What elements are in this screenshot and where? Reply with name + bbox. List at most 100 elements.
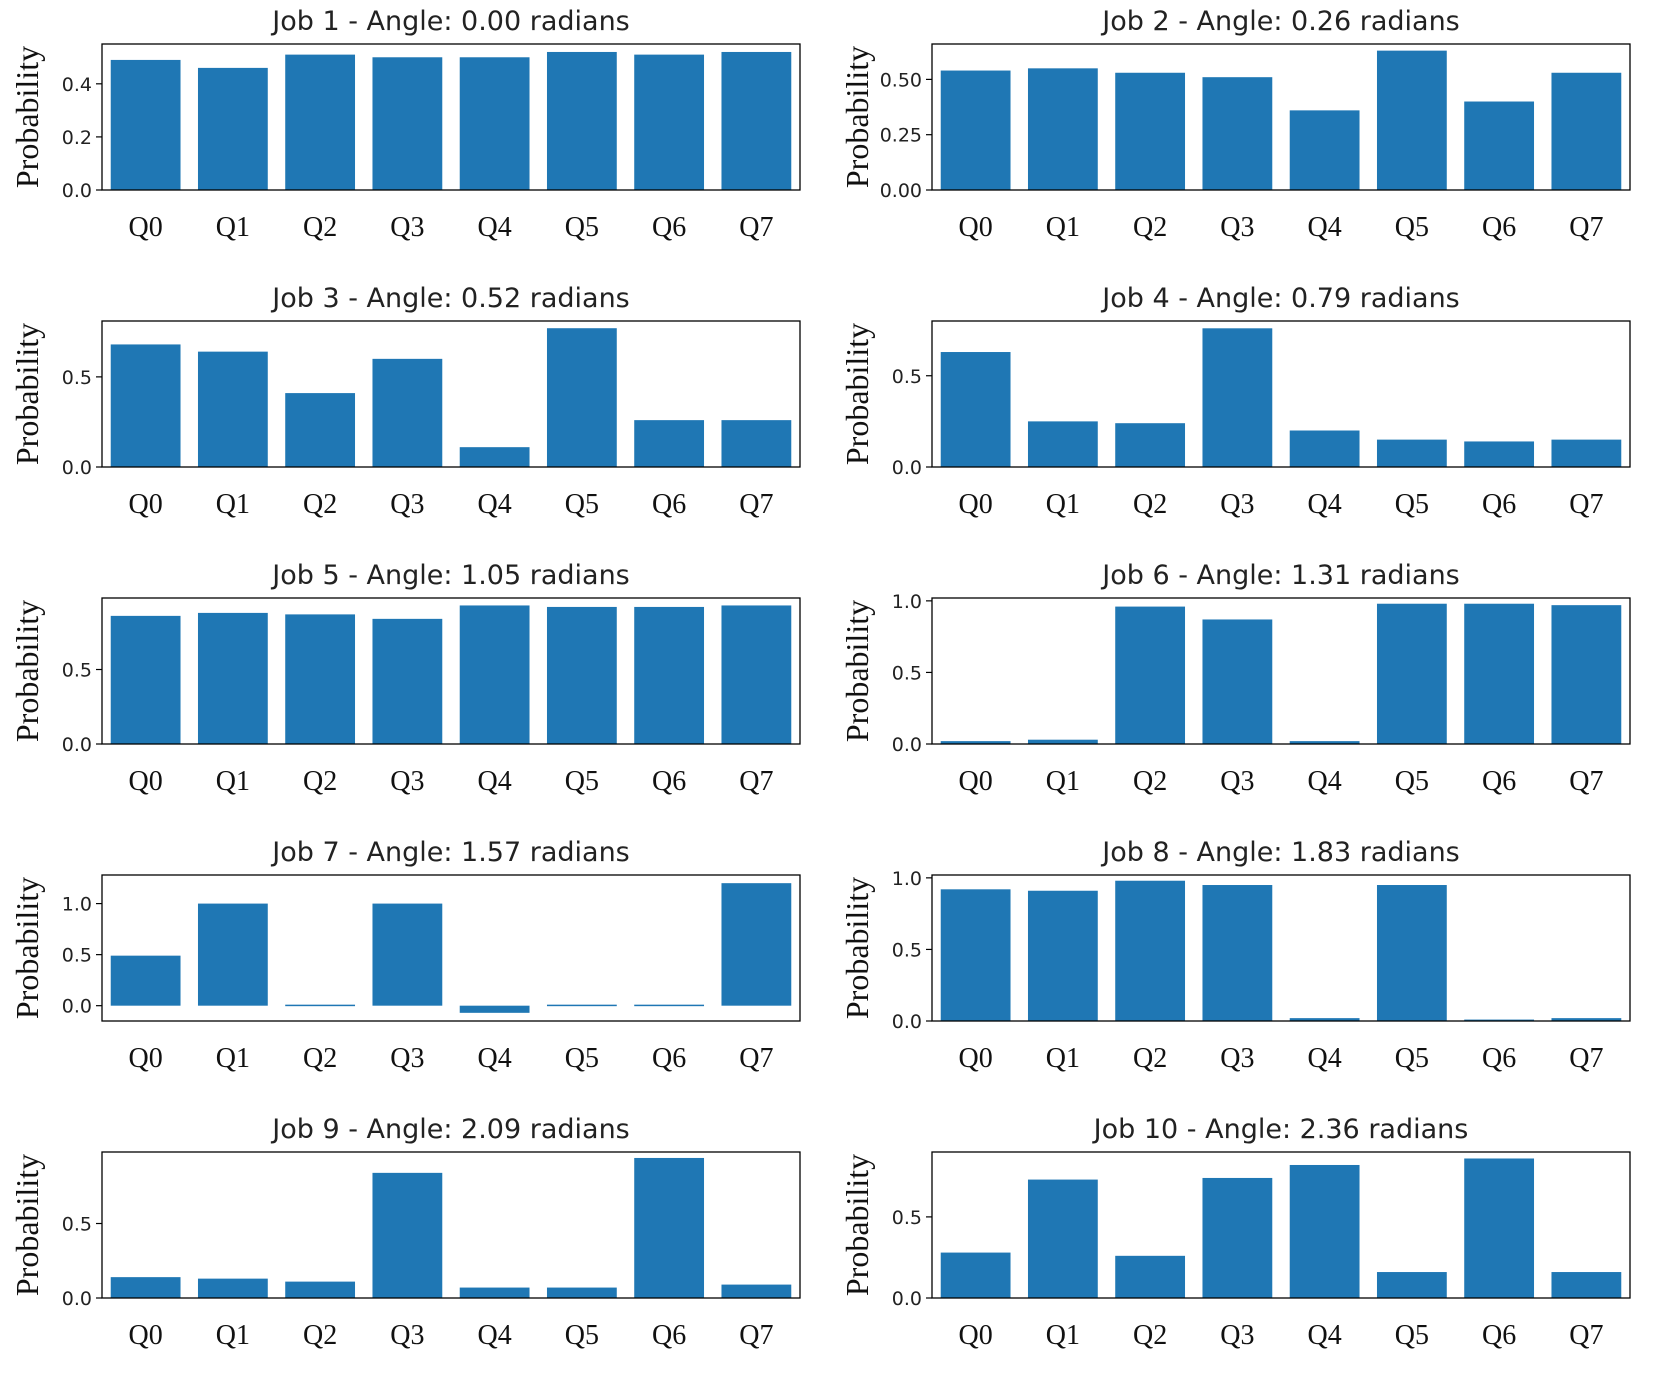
x-tick-label-q1: Q1 <box>1046 212 1080 243</box>
bar-q6 <box>1464 1158 1535 1298</box>
x-tick-label-q7: Q7 <box>739 212 773 243</box>
y-tick-label: 0.4 <box>62 74 92 96</box>
plot-frame <box>101 1151 801 1299</box>
y-axis-label: Probability <box>839 1154 875 1296</box>
bar-q2 <box>1115 1255 1186 1298</box>
y-tick-label: 0.0 <box>62 996 92 1018</box>
chart-panel-job-6: Job 6 - Angle: 1.31 radians Probability 0.… <box>830 554 1660 830</box>
x-tick-label-q3: Q3 <box>390 766 424 797</box>
y-tick-label: 0.0 <box>62 1288 92 1310</box>
bar-q1 <box>1027 1179 1098 1298</box>
bar-q1 <box>1027 421 1098 467</box>
bar-q2 <box>1115 880 1186 1021</box>
x-tick-label-q4: Q4 <box>478 766 512 797</box>
x-tick-label-q6: Q6 <box>652 1320 686 1351</box>
y-tick-label: 0.0 <box>892 1288 922 1310</box>
y-tick-label: 0.25 <box>880 125 922 147</box>
x-tick-label-q3: Q3 <box>390 489 424 520</box>
chart-panel-job-1: Job 1 - Angle: 0.00 radians Probability 0.… <box>0 0 830 276</box>
x-tick-label-q6: Q6 <box>1482 1320 1516 1351</box>
chart-title: Job 3 - Angle: 0.52 radians <box>270 283 630 314</box>
x-tick-label-q5: Q5 <box>1395 1320 1429 1351</box>
x-tick-label-q4: Q4 <box>478 1043 512 1074</box>
bar-q4 <box>459 1005 530 1013</box>
x-tick-label-q6: Q6 <box>652 766 686 797</box>
y-tick-label: 0.0 <box>62 734 92 756</box>
bar-q3 <box>372 1172 443 1298</box>
y-tick-label: 0.50 <box>880 69 922 91</box>
bar-q6 <box>634 606 705 744</box>
x-tick-label-q4: Q4 <box>1308 1043 1342 1074</box>
bar-q6 <box>634 54 705 191</box>
bar-q6 <box>1464 603 1535 744</box>
y-axis-label: Probability <box>839 600 875 742</box>
bar-q7 <box>721 883 792 1006</box>
x-tick-label-q5: Q5 <box>1395 212 1429 243</box>
chart-panel-job-5: Job 5 - Angle: 1.05 radians Probability 0.… <box>0 554 830 830</box>
y-tick-label: 0.5 <box>892 366 922 388</box>
bar-q1 <box>197 67 268 190</box>
x-tick-label-q3: Q3 <box>1220 766 1254 797</box>
x-tick-label-q4: Q4 <box>1308 489 1342 520</box>
bar-q4 <box>1289 741 1360 744</box>
bar-q2 <box>1115 72 1186 190</box>
bar-q3 <box>372 618 443 744</box>
x-tick-label-q3: Q3 <box>1220 489 1254 520</box>
x-tick-label-q7: Q7 <box>1569 766 1603 797</box>
x-tick-label-q1: Q1 <box>216 1043 250 1074</box>
bar-q5 <box>1376 603 1447 744</box>
bar-q1 <box>197 903 268 1006</box>
bar-q2 <box>285 1004 356 1007</box>
x-tick-label-q2: Q2 <box>1133 212 1167 243</box>
x-tick-label-q1: Q1 <box>216 212 250 243</box>
x-tick-label-q1: Q1 <box>1046 489 1080 520</box>
bar-q7 <box>1551 1272 1622 1298</box>
bar-q0 <box>110 1277 181 1298</box>
bar-q7 <box>721 51 792 190</box>
chart-title: Job 10 - Angle: 2.36 radians <box>1092 1114 1469 1145</box>
bar-q5 <box>1376 1272 1447 1298</box>
x-tick-label-q6: Q6 <box>1482 212 1516 243</box>
bar-q4 <box>1289 110 1360 190</box>
bar-q0 <box>110 615 181 744</box>
bar-q2 <box>285 614 356 744</box>
bar-chart-job-9: Job 9 - Angle: 2.09 radians Probability 0.… <box>9 1114 801 1351</box>
bar-chart-job-6: Job 6 - Angle: 1.31 radians Probability 0.… <box>839 560 1631 797</box>
x-tick-label-q5: Q5 <box>565 766 599 797</box>
chart-panel-job-4: Job 4 - Angle: 0.79 radians Probability 0.… <box>830 277 1660 553</box>
x-tick-label-q2: Q2 <box>1133 1043 1167 1074</box>
x-tick-label-q0: Q0 <box>959 489 993 520</box>
x-tick-label-q5: Q5 <box>565 212 599 243</box>
plot-frame <box>101 43 801 191</box>
y-tick-label: 0.5 <box>62 367 92 389</box>
x-tick-label-q7: Q7 <box>1569 1320 1603 1351</box>
x-tick-label-q2: Q2 <box>303 1043 337 1074</box>
y-axis-label: Probability <box>9 877 45 1019</box>
x-tick-label-q5: Q5 <box>565 1320 599 1351</box>
bar-q5 <box>546 1287 617 1298</box>
y-tick-label: 0.5 <box>892 1207 922 1229</box>
bar-q3 <box>1202 885 1273 1021</box>
x-tick-label-q7: Q7 <box>1569 1043 1603 1074</box>
bar-q2 <box>1115 423 1186 467</box>
bar-q6 <box>634 1157 705 1298</box>
bar-q1 <box>1027 739 1098 744</box>
x-tick-label-q2: Q2 <box>303 489 337 520</box>
bar-q5 <box>546 328 617 467</box>
y-axis-label: Probability <box>9 600 45 742</box>
x-tick-label-q4: Q4 <box>478 212 512 243</box>
x-tick-label-q0: Q0 <box>959 766 993 797</box>
x-tick-label-q3: Q3 <box>1220 1320 1254 1351</box>
x-tick-label-q0: Q0 <box>959 1043 993 1074</box>
chart-panel-job-9: Job 9 - Angle: 2.09 radians Probability 0.… <box>0 1108 830 1384</box>
bar-q7 <box>1551 439 1622 467</box>
x-tick-label-q2: Q2 <box>1133 766 1167 797</box>
y-axis-label: Probability <box>839 46 875 188</box>
bar-q5 <box>546 1004 617 1007</box>
y-tick-label: 0.5 <box>892 939 922 961</box>
y-tick-label: 1.0 <box>892 868 922 890</box>
bar-q7 <box>721 605 792 744</box>
bar-q5 <box>1376 50 1447 190</box>
bar-q7 <box>1551 72 1622 190</box>
chart-title: Job 6 - Angle: 1.31 radians <box>1100 560 1460 591</box>
